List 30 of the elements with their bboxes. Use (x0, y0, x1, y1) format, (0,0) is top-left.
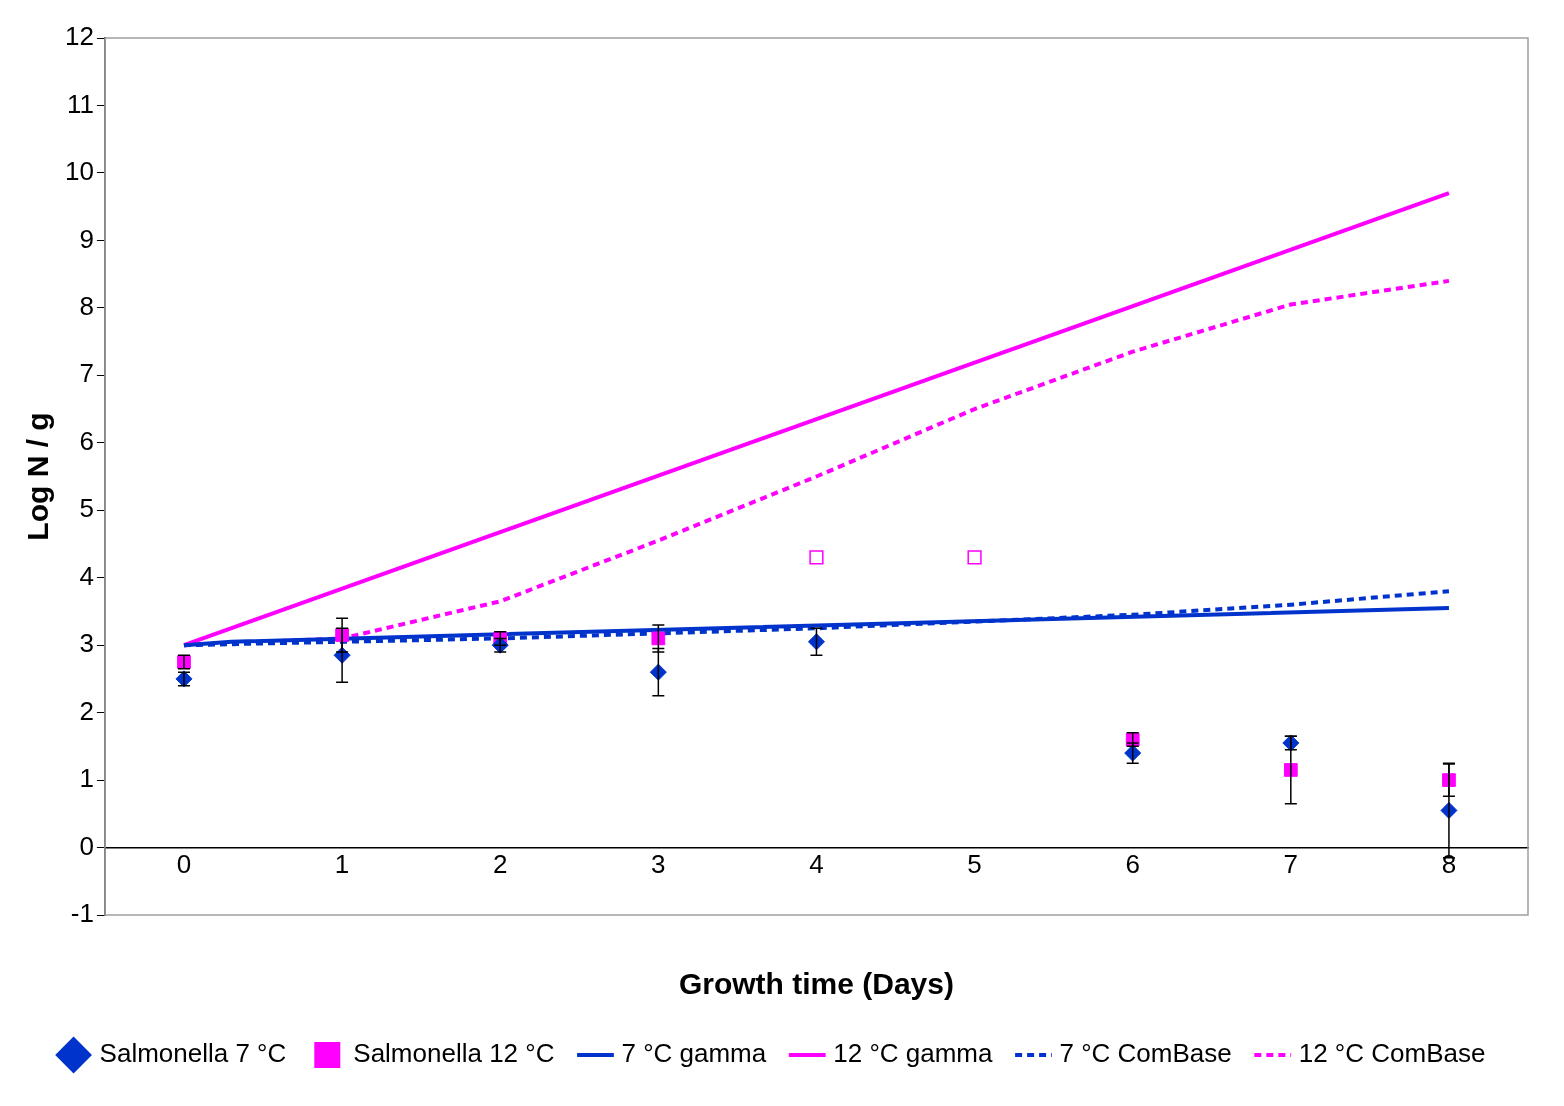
x-tick-label: 0 (176, 849, 192, 880)
y-tick-label: 10 (65, 156, 94, 187)
x-tick-label: 2 (492, 849, 508, 880)
y-tick-label: 3 (79, 628, 94, 659)
y-tick-label: 9 (79, 223, 94, 254)
y-tick-label: 12 (65, 21, 94, 52)
legend-label: Salmonella 12 °C (353, 1038, 555, 1069)
y-tick-label: -1 (70, 898, 94, 929)
legend-label: Salmonella 7 °C (99, 1038, 287, 1069)
y-tick-label: 2 (79, 695, 94, 726)
x-tick-label: 3 (651, 849, 666, 880)
legend-label: 12 °C ComBase (1298, 1038, 1486, 1069)
legend-label: 7 °C ComBase (1059, 1038, 1232, 1069)
y-tick-label: 11 (66, 88, 94, 119)
y-tick-label: 4 (79, 560, 94, 591)
x-tick-label: 5 (967, 849, 982, 880)
x-axis-title: Growth time (Days) (678, 967, 954, 1001)
x-tick-label: 4 (809, 849, 824, 880)
y-tick-label: 7 (79, 358, 94, 389)
y-tick-label: 6 (79, 425, 94, 456)
legend-label: 7 °C gamma (621, 1038, 767, 1069)
x-tick-label: 7 (1283, 849, 1299, 880)
x-tick-label: 6 (1125, 849, 1140, 880)
x-tick-label: 1 (334, 849, 350, 880)
y-tick-label: 0 (79, 830, 94, 861)
legend-label: 12 °C gamma (833, 1038, 994, 1069)
y-axis-title: Log N / g (21, 412, 55, 541)
y-tick-label: 5 (79, 493, 94, 524)
y-tick-label: 1 (79, 763, 94, 794)
y-tick-label: 8 (79, 291, 94, 322)
